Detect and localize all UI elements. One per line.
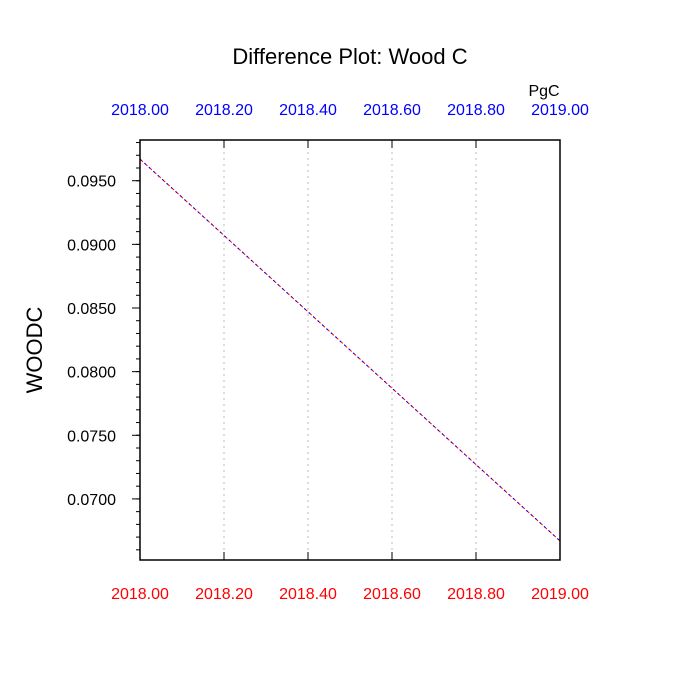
x-tick-label-top: 2018.00 [111, 102, 169, 119]
x-gridlines [223, 140, 477, 560]
x-tick-label-top: 2018.60 [363, 102, 421, 119]
x-tick-label-bottom: 2019.00 [531, 586, 589, 603]
y-tick-label: 0.0900 [67, 237, 116, 254]
y-tick-label: 0.0950 [67, 174, 116, 191]
x-tick-label-bottom: 2018.00 [111, 586, 169, 603]
x-tick-label-top: 2018.20 [195, 102, 253, 119]
x-tick-label-bottom: 2018.80 [447, 586, 505, 603]
axis-ticks [132, 140, 561, 560]
x-tick-label-bottom: 2018.20 [195, 586, 253, 603]
series-lines [139, 158, 561, 542]
units-label: PgC [528, 83, 559, 100]
x-tick-label-bottom: 2018.40 [279, 586, 337, 603]
x-tick-label-top: 2019.00 [531, 102, 589, 119]
x-tick-label-bottom: 2018.60 [363, 586, 421, 603]
series-line [139, 158, 561, 542]
chart-title: Difference Plot: Wood C [232, 44, 467, 69]
x-tick-label-top: 2018.40 [279, 102, 337, 119]
tick-labels: 2018.00 2018.00 2018.20 2018.20 2018.40 2018.… [67, 102, 589, 603]
y-tick-label: 0.0800 [67, 365, 116, 382]
y-axis-label: WOODC [22, 307, 47, 394]
y-tick-label: 0.0750 [67, 428, 116, 445]
x-tick-label-top: 2018.80 [447, 102, 505, 119]
y-tick-label: 0.0700 [67, 492, 116, 509]
plot-frame [139, 139, 561, 561]
y-tick-label: 0.0850 [67, 301, 116, 318]
